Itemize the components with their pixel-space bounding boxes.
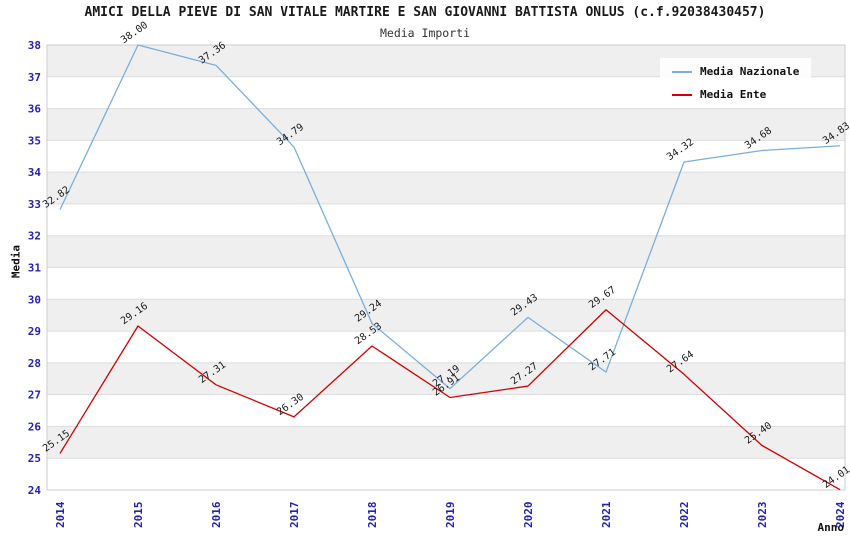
plot-band (47, 394, 845, 427)
x-tick-label: 2023 (756, 502, 769, 529)
x-tick-label: 2024 (834, 501, 847, 528)
y-tick-label: 25 (28, 452, 41, 465)
x-tick-label: 2018 (366, 502, 379, 529)
series-line-1 (59, 309, 841, 491)
legend-label: Media Nazionale (700, 65, 800, 78)
x-tick-label: 2015 (132, 502, 145, 529)
legend-line-swatch-nazionale (672, 70, 692, 73)
x-tick-label: 2019 (444, 502, 457, 529)
chart-subtitle: Media Importi (379, 26, 470, 40)
y-tick-label: 32 (28, 230, 41, 243)
plot-band (47, 203, 845, 236)
plot-band (47, 299, 845, 332)
y-tick-label: 33 (28, 198, 41, 211)
plot-band (47, 426, 845, 459)
plot-band (47, 172, 845, 204)
y-tick-label: 30 (28, 293, 41, 306)
x-axis-title: Anno (817, 521, 845, 534)
x-tick-label: 2017 (288, 502, 301, 529)
y-axis-title: Media (9, 244, 23, 279)
y-tick-label: 35 (28, 134, 41, 147)
point-label: 38.00 (119, 20, 150, 46)
plot-band (47, 235, 845, 268)
y-tick-label: 27 (28, 389, 41, 402)
y-tick-label: 29 (28, 325, 41, 338)
series-line-0 (59, 44, 841, 390)
x-tick-label: 2016 (210, 501, 223, 528)
y-tick-label: 31 (28, 262, 42, 275)
chart-legend: Media Nazionale Media Ente (660, 58, 812, 108)
plot-band (47, 458, 845, 490)
legend-line-swatch-ente (672, 93, 692, 96)
legend-item-media-nazionale: Media Nazionale (672, 65, 799, 78)
y-tick-label: 26 (28, 420, 42, 433)
x-tick-label: 2014 (54, 501, 67, 528)
x-tick-label: 2021 (600, 501, 613, 528)
y-tick-label: 38 (28, 39, 41, 52)
chart-title: AMICI DELLA PIEVE DI SAN VITALE MARTIRE … (84, 5, 766, 20)
legend-label: Media Ente (700, 88, 767, 101)
legend-item-media-ente: Media Ente (672, 88, 799, 101)
y-tick-label: 37 (28, 71, 41, 84)
y-tick-label: 36 (28, 103, 42, 116)
x-tick-label: 2020 (522, 502, 535, 529)
y-tick-label: 24 (28, 484, 42, 497)
y-tick-label: 28 (28, 357, 41, 370)
y-tick-label: 34 (28, 166, 42, 179)
plot-border (46, 44, 846, 491)
plot-band (47, 362, 845, 395)
plot-band (47, 140, 845, 173)
x-tick-label: 2022 (678, 502, 691, 529)
plot-band (47, 108, 845, 141)
plot-band (47, 267, 845, 300)
